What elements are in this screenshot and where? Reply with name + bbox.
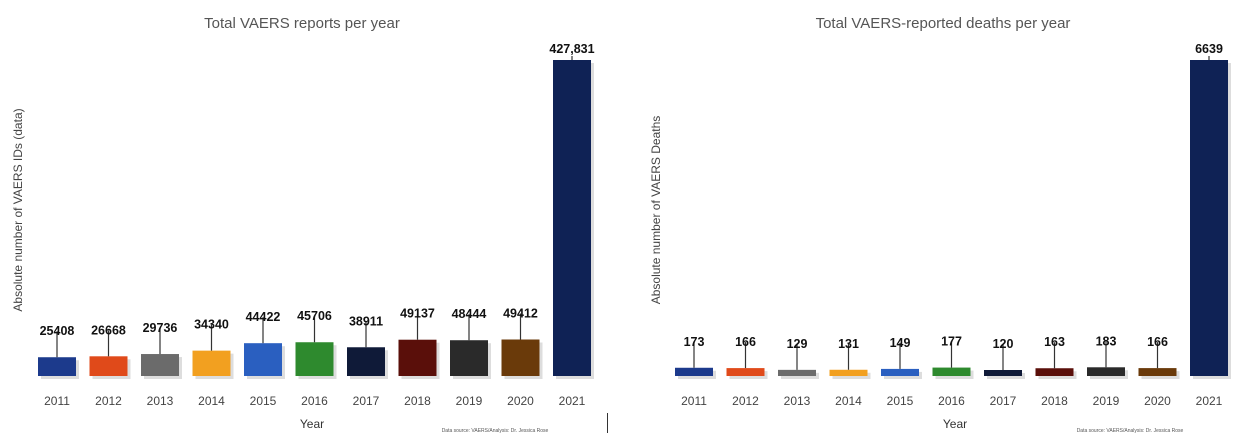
x-tick-label: 2011 bbox=[681, 394, 707, 408]
x-tick-label: 2017 bbox=[353, 394, 380, 408]
bar bbox=[398, 339, 437, 376]
data-label: 49412 bbox=[503, 307, 538, 321]
data-label: 173 bbox=[684, 335, 705, 349]
data-label: 29736 bbox=[143, 321, 178, 335]
y-axis-label: Absolute number of VAERS IDs (data) bbox=[11, 108, 25, 311]
bar bbox=[553, 60, 591, 376]
bar bbox=[141, 354, 179, 376]
data-label: 163 bbox=[1044, 335, 1065, 349]
x-tick-label: 2011 bbox=[44, 394, 70, 408]
y-axis-label: Absolute number of VAERS Deaths bbox=[649, 116, 663, 305]
x-tick-label: 2021 bbox=[559, 394, 586, 408]
x-tick-label: 2013 bbox=[784, 394, 811, 408]
chart-title: Total VAERS-reported deaths per year bbox=[816, 15, 1071, 32]
bar bbox=[244, 343, 282, 376]
x-tick-label: 2015 bbox=[250, 394, 277, 408]
bar bbox=[984, 370, 1022, 376]
data-label: 48444 bbox=[452, 307, 487, 321]
bar bbox=[1190, 60, 1228, 376]
bar bbox=[450, 340, 488, 376]
data-label: 177 bbox=[941, 335, 962, 349]
bar bbox=[1087, 367, 1125, 376]
data-source-note: Data source: VAERS/Analysis: Dr. Jessica… bbox=[1077, 428, 1184, 434]
data-label: 166 bbox=[735, 335, 756, 349]
panel-divider bbox=[607, 413, 608, 433]
x-tick-label: 2014 bbox=[198, 394, 225, 408]
x-axis-label: Year bbox=[943, 417, 967, 431]
data-source-note: Data source: VAERS/Analysis: Dr. Jessica… bbox=[442, 428, 549, 434]
data-label: 149 bbox=[890, 336, 911, 350]
x-tick-label: 2015 bbox=[887, 394, 914, 408]
x-tick-label: 2013 bbox=[147, 394, 174, 408]
data-label: 49137 bbox=[400, 307, 435, 321]
x-tick-label: 2019 bbox=[1093, 394, 1120, 408]
data-label: 131 bbox=[838, 337, 859, 351]
data-label: 45706 bbox=[297, 309, 332, 323]
data-label: 6639 bbox=[1195, 42, 1223, 56]
x-tick-label: 2012 bbox=[95, 394, 122, 408]
bar bbox=[675, 367, 713, 376]
data-label: 129 bbox=[787, 337, 808, 351]
x-tick-label: 2018 bbox=[404, 394, 431, 408]
x-tick-label: 2012 bbox=[732, 394, 759, 408]
x-tick-label: 2017 bbox=[990, 394, 1017, 408]
data-label: 25408 bbox=[40, 324, 75, 338]
data-label: 183 bbox=[1096, 334, 1117, 348]
x-tick-label: 2016 bbox=[938, 394, 965, 408]
bar bbox=[726, 368, 765, 376]
data-label: 120 bbox=[993, 337, 1014, 351]
chart-title: Total VAERS reports per year bbox=[204, 15, 400, 32]
bar bbox=[347, 347, 385, 376]
bar bbox=[38, 357, 76, 376]
data-label: 38911 bbox=[349, 314, 383, 328]
bar bbox=[1035, 368, 1074, 376]
data-label: 427,831 bbox=[549, 42, 594, 56]
bar bbox=[829, 369, 868, 376]
bar bbox=[778, 369, 816, 376]
data-label: 26668 bbox=[91, 323, 126, 337]
bar bbox=[295, 342, 334, 376]
data-label: 166 bbox=[1147, 335, 1168, 349]
x-tick-label: 2020 bbox=[507, 394, 534, 408]
x-tick-label: 2018 bbox=[1041, 394, 1068, 408]
x-tick-label: 2014 bbox=[835, 394, 862, 408]
x-axis-label: Year bbox=[300, 417, 324, 431]
x-tick-label: 2021 bbox=[1196, 394, 1223, 408]
data-label: 34340 bbox=[194, 318, 229, 332]
data-label: 44422 bbox=[246, 310, 281, 324]
x-tick-label: 2016 bbox=[301, 394, 328, 408]
bar bbox=[501, 339, 540, 376]
x-tick-label: 2019 bbox=[456, 394, 483, 408]
bar bbox=[881, 368, 919, 376]
bar bbox=[89, 356, 128, 376]
x-tick-label: 2020 bbox=[1144, 394, 1171, 408]
bar bbox=[192, 350, 231, 376]
bar bbox=[1138, 368, 1177, 376]
bar bbox=[932, 367, 971, 376]
